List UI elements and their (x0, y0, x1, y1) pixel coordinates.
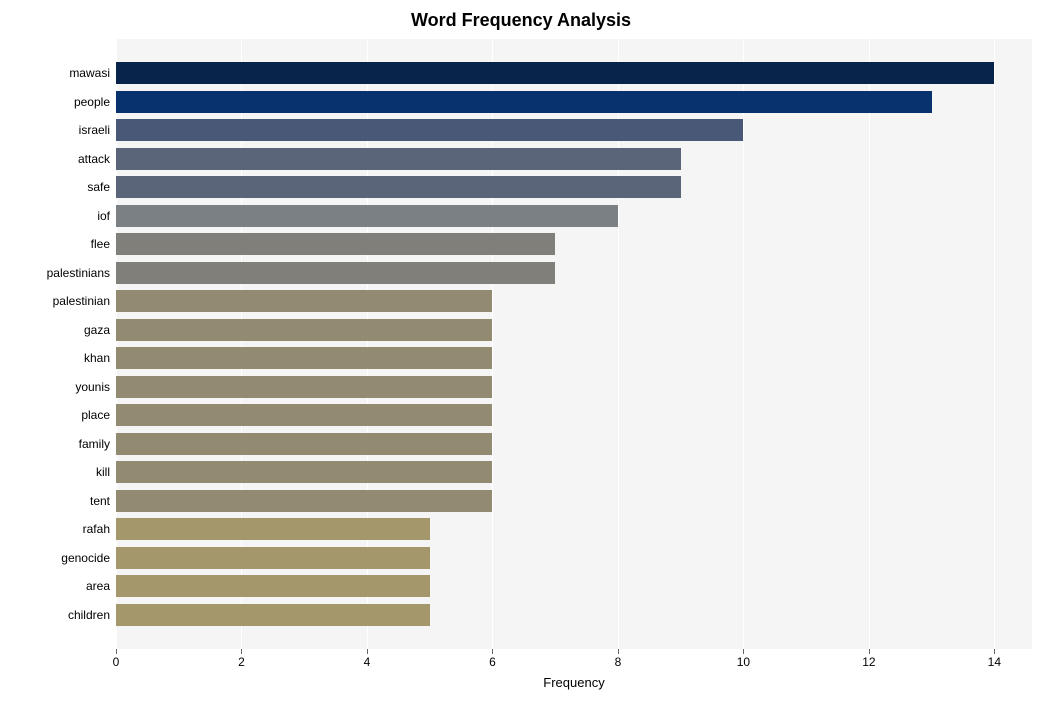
y-tick-label: place (81, 408, 110, 422)
bar-row (116, 91, 932, 113)
y-tick-label: genocide (61, 551, 110, 565)
y-tick-label: younis (75, 380, 110, 394)
bar (116, 205, 618, 227)
bar-row (116, 518, 430, 540)
x-tick-label: 0 (113, 655, 120, 669)
bar-row (116, 262, 555, 284)
bar (116, 91, 932, 113)
bar-row (116, 290, 492, 312)
bar-row (116, 233, 555, 255)
bar-row (116, 176, 681, 198)
word-frequency-chart: Word Frequency Analysis mawasi people isra… (10, 10, 1032, 699)
x-tick-mark (743, 649, 744, 654)
x-tick-label: 6 (489, 655, 496, 669)
bar-row (116, 433, 492, 455)
y-tick-label: rafah (83, 522, 110, 536)
y-tick-label: mawasi (69, 66, 110, 80)
grid-line (743, 39, 744, 649)
y-tick-label: israeli (79, 123, 110, 137)
y-tick-label: gaza (84, 323, 110, 337)
x-tick-label: 8 (615, 655, 622, 669)
bar (116, 176, 681, 198)
bar-row (116, 62, 994, 84)
bar-row (116, 575, 430, 597)
x-axis-label: Frequency (543, 675, 604, 690)
y-tick-label: iof (97, 209, 110, 223)
y-tick-label: family (79, 437, 110, 451)
y-tick-label: palestinian (53, 294, 110, 308)
y-tick-label: kill (96, 465, 110, 479)
bar (116, 490, 492, 512)
bar (116, 604, 430, 626)
plot-row: mawasi people israeli attack safe iof flee pale… (10, 39, 1032, 649)
bar-row (116, 119, 743, 141)
y-tick-label: palestinians (47, 266, 110, 280)
bar-row (116, 148, 681, 170)
x-tick-mark (241, 649, 242, 654)
x-tick-mark (994, 649, 995, 654)
y-tick-label: flee (91, 237, 110, 251)
plot-area (116, 39, 1032, 649)
bar (116, 575, 430, 597)
y-tick-label: safe (87, 180, 110, 194)
y-tick-label: people (74, 95, 110, 109)
bar-row (116, 319, 492, 341)
grid-line (869, 39, 870, 649)
bar (116, 461, 492, 483)
chart-title: Word Frequency Analysis (10, 10, 1032, 31)
x-tick-label: 10 (737, 655, 750, 669)
grid-line (994, 39, 995, 649)
bar (116, 547, 430, 569)
x-tick-mark (869, 649, 870, 654)
bar (116, 62, 994, 84)
bar-row (116, 490, 492, 512)
x-tick-mark (116, 649, 117, 654)
x-tick-label: 14 (988, 655, 1001, 669)
bar (116, 433, 492, 455)
x-tick-mark (492, 649, 493, 654)
bar-row (116, 376, 492, 398)
y-tick-label: area (86, 579, 110, 593)
bar (116, 119, 743, 141)
x-tick-label: 2 (238, 655, 245, 669)
y-tick-label: tent (90, 494, 110, 508)
bar (116, 148, 681, 170)
bar (116, 233, 555, 255)
bar (116, 347, 492, 369)
bar (116, 262, 555, 284)
x-tick-label: 4 (364, 655, 371, 669)
bar-row (116, 205, 618, 227)
bar-row (116, 547, 430, 569)
bar (116, 376, 492, 398)
y-tick-label: children (68, 608, 110, 622)
bar (116, 518, 430, 540)
x-axis: Frequency 0 2 4 6 8 10 12 14 (116, 649, 1032, 699)
y-tick-label: khan (84, 351, 110, 365)
x-tick-label: 12 (862, 655, 875, 669)
bar-row (116, 347, 492, 369)
y-axis-labels: mawasi people israeli attack safe iof flee pale… (10, 39, 116, 649)
x-tick-mark (618, 649, 619, 654)
x-tick-mark (367, 649, 368, 654)
bar (116, 404, 492, 426)
bar-row (116, 404, 492, 426)
bar (116, 319, 492, 341)
y-tick-label: attack (78, 152, 110, 166)
bar-row (116, 461, 492, 483)
bar-row (116, 604, 430, 626)
bar (116, 290, 492, 312)
